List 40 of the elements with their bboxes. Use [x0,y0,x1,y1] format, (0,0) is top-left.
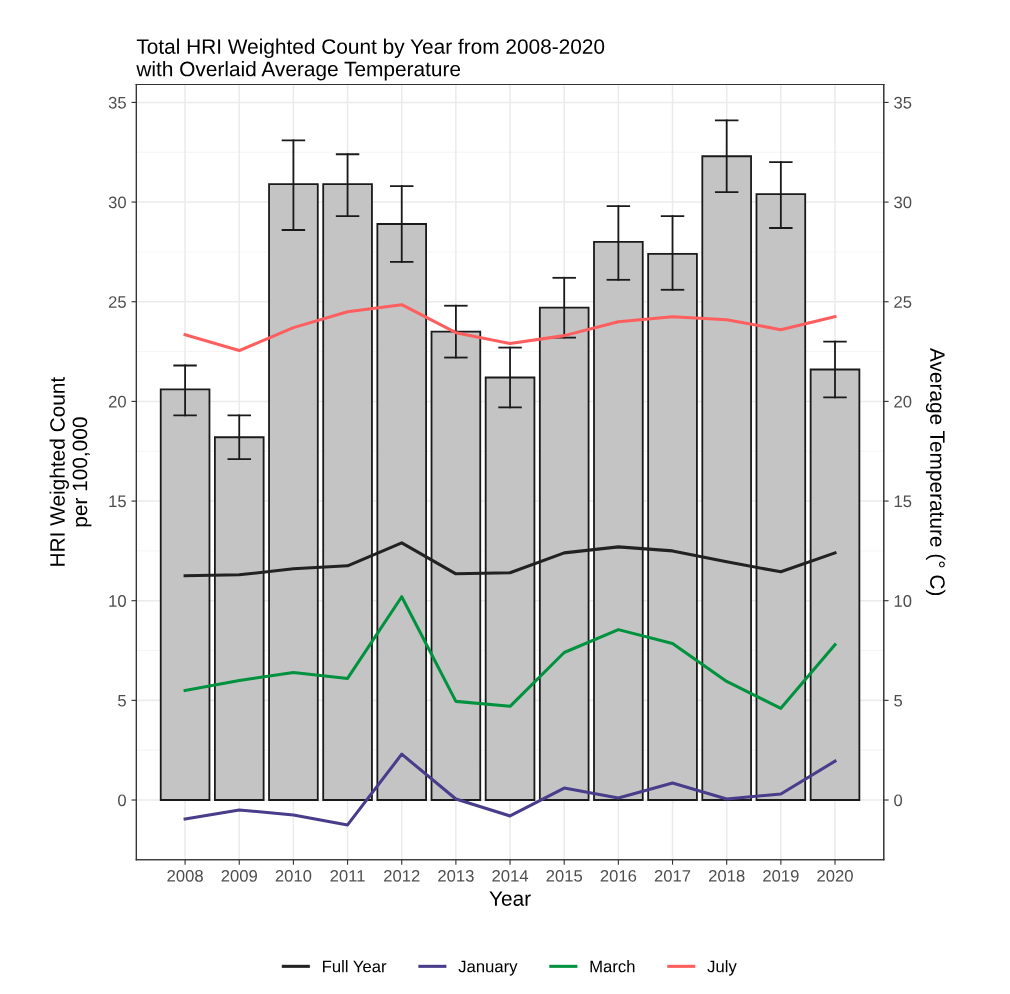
x-tick-label: 2018 [708,869,745,882]
y-tick-label: 30 [108,196,126,209]
y-axis-title: HRI Weighted Count per 100,000 [49,376,92,566]
x-tick-label: 2020 [817,869,853,882]
x-tick-label: 2010 [275,869,312,882]
x-tick-label: 2013 [438,869,474,882]
x-tick-label: 2009 [221,869,257,882]
y-tick-label: 0 [118,794,126,807]
y-tick-label: 15 [109,495,126,508]
legend-label: Full Year [323,960,387,973]
x-tick-label: 2014 [492,869,529,882]
y-tick-label: 25 [108,296,126,308]
legend-label: July [707,960,737,976]
x-tick-label: 2019 [763,869,799,882]
y2-tick-label: 30 [894,196,912,209]
line-series [183,303,837,353]
y-tick-label: 10 [109,595,126,607]
y-tick-label: 20 [108,395,126,408]
x-tick-label: 2015 [546,869,583,882]
line-series [183,752,837,827]
y-tick-label: 35 [108,96,126,109]
x-tick-label: 2017 [654,869,691,882]
x-tick-label: 2012 [384,869,420,882]
x-axis-title: Year [489,891,531,906]
line-series [183,595,837,710]
legend-label: March [590,960,635,973]
y2-tick-label: 15 [894,495,912,508]
y2-tick-label: 35 [894,96,912,109]
y2-tick-label: 25 [894,296,912,308]
y-tick-label: 5 [118,694,126,707]
y2-axis-title: Average Temperature (° C) [925,347,946,596]
y2-tick-label: 5 [894,694,903,707]
y2-tick-label: 20 [894,395,912,408]
y2-tick-label: 0 [894,794,903,807]
x-tick-label: 2016 [600,869,637,882]
chart-title: Total HRI Weighted Count by Year from 2008-2020 with Overlaid Average Temperature [136,38,605,81]
legend-label: January [458,960,518,976]
y2-tick-label: 10 [894,595,912,607]
x-tick-label: 2008 [167,869,203,882]
x-tick-label: 2011 [330,869,365,882]
